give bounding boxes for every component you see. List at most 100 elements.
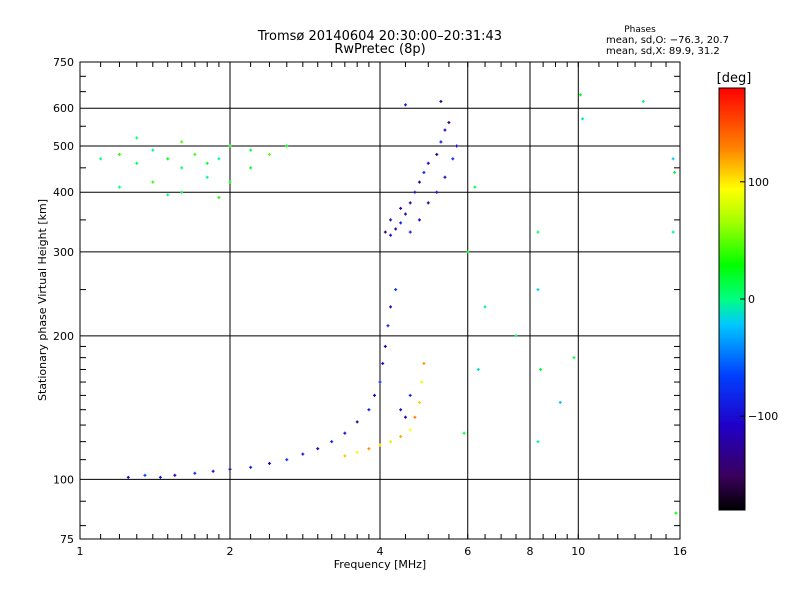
phase-o-stats: mean, sd,O: −76.3, 20.7 [606, 35, 729, 46]
data-point [180, 140, 184, 144]
data-point [447, 121, 451, 125]
data-point [426, 201, 430, 205]
data-point [383, 230, 387, 234]
data-point [581, 117, 585, 121]
colorbar-tick-label: 0 [748, 293, 755, 306]
data-point [514, 334, 518, 338]
data-point [413, 190, 417, 194]
y-tick-label: 300 [53, 246, 74, 259]
data-point [205, 175, 209, 179]
data-point [285, 144, 289, 148]
phase-x-stats: mean, sd,X: 89.9, 31.2 [606, 46, 720, 57]
data-point [572, 356, 576, 360]
colorbar-ticks: 100 0 −100 [740, 176, 778, 423]
data-point [641, 99, 645, 103]
data-point [135, 161, 139, 165]
data-point [439, 99, 443, 103]
data-point [373, 393, 377, 397]
data-point [117, 185, 121, 189]
data-point [674, 511, 678, 515]
data-point [422, 361, 426, 365]
x-tick-label: 2 [227, 545, 234, 558]
data-point [193, 152, 197, 156]
data-point [378, 443, 382, 447]
data-point [558, 400, 562, 404]
data-point [426, 161, 430, 165]
data-point [673, 170, 677, 174]
data-point [367, 408, 371, 412]
data-point [389, 233, 393, 237]
data-point [476, 367, 480, 371]
data-point [355, 420, 359, 424]
chart-title: Tromsø 20140604 20:30:00–20:31:43 [257, 29, 502, 44]
data-point [158, 475, 162, 479]
data-point [249, 148, 253, 152]
data-point [417, 180, 421, 184]
data-point [151, 148, 155, 152]
data-point [389, 305, 393, 309]
data-point [343, 431, 347, 435]
x-tick-label: 8 [527, 545, 534, 558]
x-tick-label: 10 [571, 545, 585, 558]
x-tick-label: 4 [377, 545, 384, 558]
data-point [439, 140, 443, 144]
data-point [408, 393, 412, 397]
y-tick-label: 75 [60, 533, 74, 546]
data-point [466, 250, 470, 254]
data-point [578, 93, 582, 97]
data-point [205, 161, 209, 165]
data-point [536, 440, 540, 444]
data-point [330, 440, 334, 444]
data-point [316, 447, 320, 451]
y-tick-label: 200 [53, 330, 74, 343]
x-tick-label: 16 [673, 545, 687, 558]
data-point [166, 193, 170, 197]
data-point [117, 152, 121, 156]
data-point [249, 166, 253, 170]
data-point [435, 190, 439, 194]
y-tick-label: 600 [53, 102, 74, 115]
data-point [367, 447, 371, 451]
data-point [399, 221, 403, 225]
data-point [193, 471, 197, 475]
data-point [151, 180, 155, 184]
data-point [408, 201, 412, 205]
data-point [399, 206, 403, 210]
chart-subtitle: RwPretec (8p) [334, 42, 425, 57]
data-point [443, 128, 447, 132]
data-point [451, 157, 455, 161]
data-point [267, 461, 271, 465]
data-point [99, 157, 103, 161]
axis-ticks: 1 2 4 6 8 10 16 75 100 200 300 400 500 600 750 [53, 56, 687, 558]
data-point [267, 152, 271, 156]
data-point [403, 415, 407, 419]
y-axis-label: Stationary phase Virtual Height [km] [36, 199, 49, 401]
data-point [539, 367, 543, 371]
colorbar-tick-label: 100 [748, 176, 769, 189]
phase-heading: Phases [624, 25, 656, 35]
data-point [394, 288, 398, 292]
y-tick-label: 400 [53, 186, 74, 199]
data-point [413, 415, 417, 419]
data-point [389, 218, 393, 222]
colorbar-label: [deg] [717, 71, 752, 86]
y-tick-label: 500 [53, 140, 74, 153]
data-point [143, 473, 147, 477]
data-point [383, 344, 387, 348]
y-tick-label: 750 [53, 56, 74, 69]
data-point [343, 454, 347, 458]
data-point [462, 431, 466, 435]
data-point [394, 227, 398, 231]
data-point [435, 152, 439, 156]
data-point [483, 305, 487, 309]
data-point [301, 452, 305, 456]
data-point [399, 435, 403, 439]
data-point [285, 458, 289, 462]
data-point [126, 475, 130, 479]
data-point [378, 380, 382, 384]
data-point [473, 185, 477, 189]
data-point [408, 230, 412, 234]
data-point [536, 230, 540, 234]
data-point [408, 428, 412, 432]
